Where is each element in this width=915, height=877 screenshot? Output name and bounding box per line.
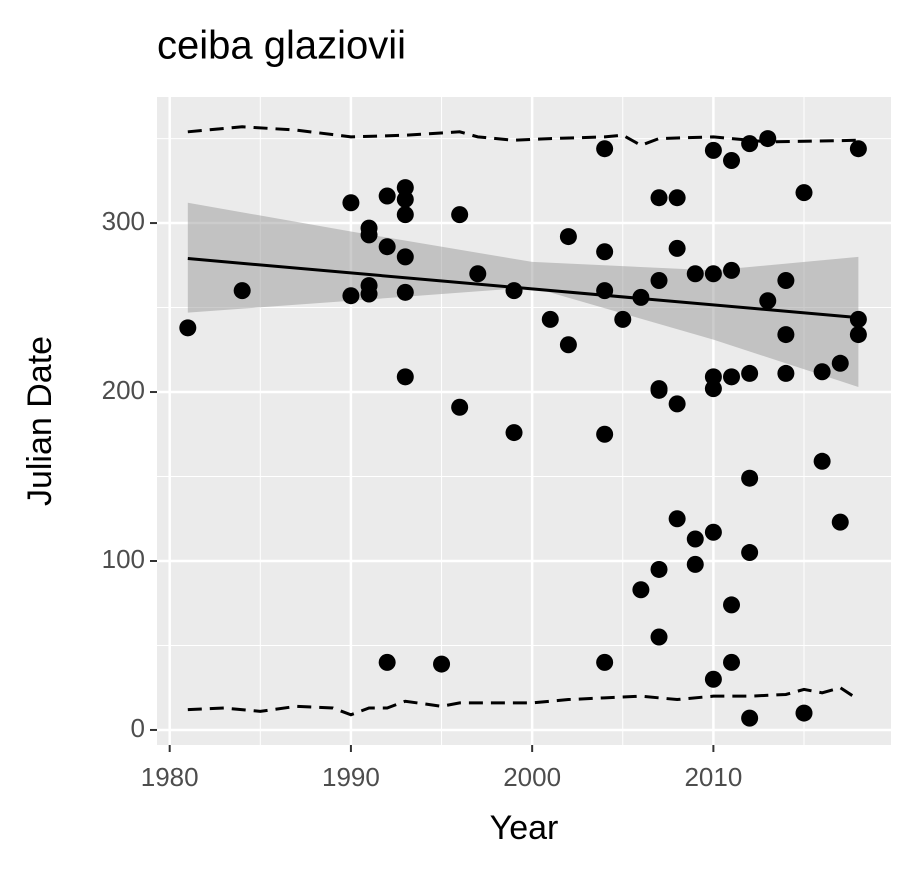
data-point [433,655,451,673]
data-point [813,452,831,470]
data-point [686,530,704,548]
data-point [650,381,668,399]
data-point [596,653,614,671]
data-point [342,194,360,212]
x-tick-label: 1990 [322,762,380,792]
data-point [723,152,741,170]
data-point [451,398,469,416]
data-point [704,265,722,283]
data-point [795,704,813,722]
x-axis-title: Year [490,809,559,847]
x-tick-label: 2010 [684,762,742,792]
data-point [469,265,487,283]
data-point [614,310,632,328]
data-point [596,243,614,261]
data-point [759,130,777,148]
data-point [741,544,759,562]
data-point [360,226,378,244]
data-point [723,368,741,386]
y-tick-label: 200 [102,375,145,405]
plot-panel [157,97,891,745]
data-point [650,272,668,290]
data-point [668,510,686,528]
data-point [831,513,849,531]
data-point [777,364,795,382]
data-point [541,310,559,328]
data-point [795,184,813,202]
data-point [396,179,414,197]
data-point [360,285,378,303]
data-point [342,287,360,305]
data-point [704,368,722,386]
lower-quantile-line [187,686,860,717]
data-point [668,189,686,207]
upper-quantile-line [187,125,859,147]
data-point [704,141,722,159]
y-axis-title: Julian Date [21,336,59,506]
data-point [741,135,759,153]
data-point [686,265,704,283]
trend-line [187,257,859,320]
x-tick-label: 1980 [141,762,199,792]
data-point [378,653,396,671]
data-point [559,336,577,354]
data-point [723,653,741,671]
data-point [831,354,849,372]
data-point [505,424,523,442]
data-point [777,272,795,290]
data-point [704,670,722,688]
data-point [741,709,759,727]
data-point [849,326,867,344]
chart-title: ceiba glaziovii [157,24,406,68]
data-point [777,326,795,344]
data-point [233,282,251,300]
data-point [596,140,614,158]
data-point [596,425,614,443]
data-point [704,523,722,541]
data-point [505,282,523,300]
data-point [396,206,414,224]
data-point [650,560,668,578]
y-tick-label: 0 [131,713,145,743]
data-point [813,363,831,381]
data-point [396,248,414,266]
data-point [668,395,686,413]
data-point [650,189,668,207]
data-point [668,239,686,257]
data-point [559,228,577,246]
data-point [396,190,414,208]
data-point [632,581,650,599]
data-point [723,596,741,614]
data-point [378,187,396,205]
data-point [396,283,414,301]
data-point [179,319,197,337]
data-point [723,261,741,279]
data-point [451,206,469,224]
confidence-band [187,202,859,387]
data-point [741,364,759,382]
data-point [849,310,867,328]
y-tick-label: 300 [102,206,145,236]
y-tick-label: 100 [102,544,145,574]
data-point [741,469,759,487]
data-point [759,292,777,310]
data-point [704,380,722,398]
data-point [849,140,867,158]
data-point [396,368,414,386]
data-point [650,628,668,646]
data-point [378,238,396,256]
data-point [686,555,704,573]
x-tick-label: 2000 [503,762,561,792]
